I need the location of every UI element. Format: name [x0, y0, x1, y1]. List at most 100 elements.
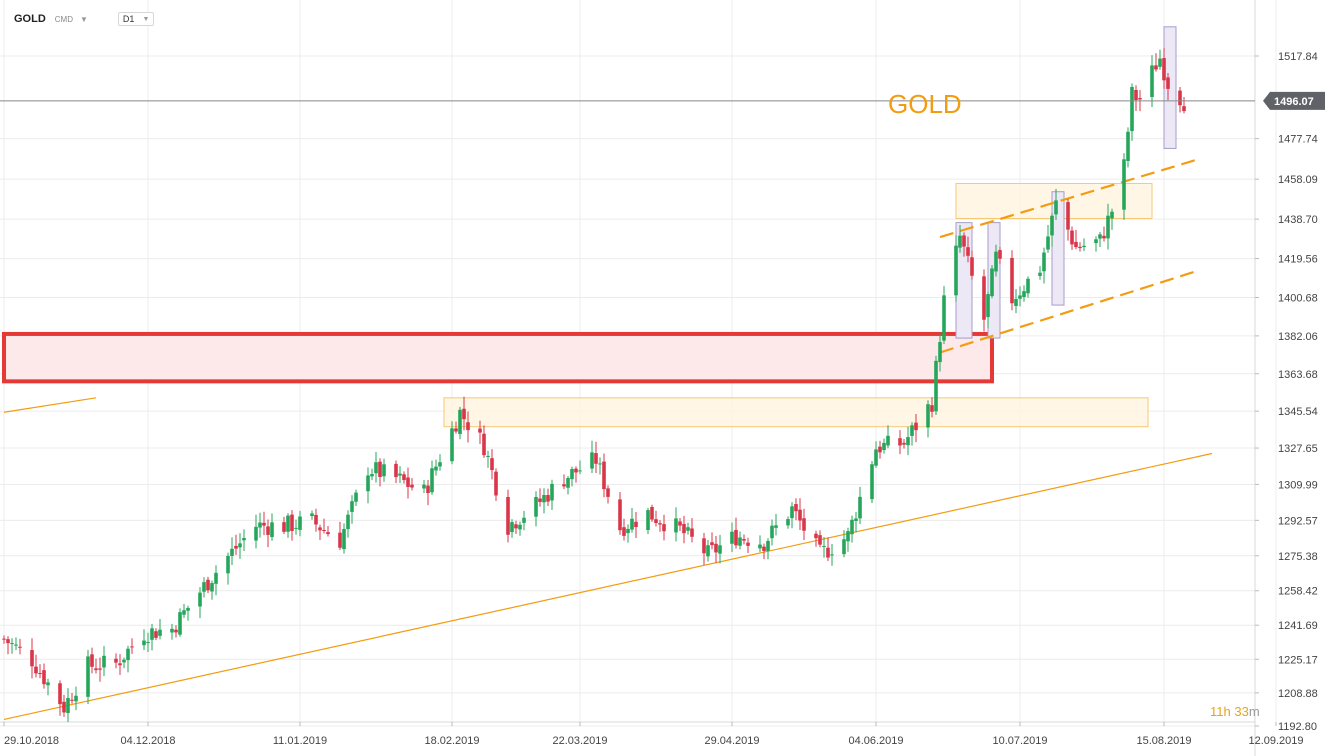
candle-body — [994, 251, 998, 272]
candle-body — [454, 428, 458, 432]
candle-body — [326, 532, 330, 535]
x-tick-label: 04.12.2018 — [120, 735, 175, 747]
candle-body — [878, 446, 882, 453]
candle-body — [870, 464, 874, 500]
candle-body — [1182, 106, 1186, 112]
candle-body — [1102, 235, 1106, 239]
candle-body — [1098, 234, 1102, 239]
candle-body — [158, 629, 162, 636]
candle-body — [1018, 295, 1022, 299]
y-tick-label: 1208.88 — [1278, 688, 1318, 700]
candle-body — [1050, 215, 1054, 236]
timeframe-value: D1 — [122, 14, 135, 24]
candle-body — [174, 629, 178, 633]
candle-body — [354, 492, 358, 502]
price-axis[interactable]: 1517.84 1496.07 1477.74 1458.09 1438.70 1419.… — [1255, 51, 1325, 733]
candle-body — [570, 468, 574, 480]
candle-body — [226, 555, 230, 574]
timeframe-select[interactable]: D1 ▼ — [117, 12, 155, 26]
candle-body — [510, 522, 514, 533]
candle-body — [490, 458, 494, 471]
candle-body — [66, 698, 70, 714]
x-tick-label: 12.09.2019 — [1248, 735, 1303, 747]
candle-body — [1078, 246, 1082, 249]
candle-body — [486, 455, 490, 457]
candle-body — [98, 668, 102, 670]
candle-body — [430, 468, 434, 493]
y-tick-label: 1292.57 — [1278, 515, 1318, 527]
candle-body — [378, 461, 382, 477]
candle-body — [1162, 58, 1166, 81]
candle-body — [482, 433, 486, 456]
chevron-down-icon[interactable]: ▼ — [80, 14, 88, 24]
time-axis[interactable]: 29.10.2018 04.12.2018 11.01.2019 18.02.2019… — [3, 722, 1304, 747]
candle-body — [1074, 241, 1078, 248]
candle-body — [858, 496, 862, 519]
candle-body — [426, 485, 430, 493]
candle-body — [710, 542, 714, 546]
candle-body — [234, 545, 238, 549]
channel-line — [939, 268, 1201, 354]
support-zone — [443, 397, 1149, 428]
highlight-box — [1163, 26, 1177, 149]
candle-body — [702, 538, 706, 554]
candle-body — [938, 342, 942, 363]
candle-body — [746, 542, 750, 546]
candle-body — [398, 473, 402, 476]
candle-body — [422, 484, 426, 489]
candle-body — [506, 496, 510, 535]
candle-body — [798, 509, 802, 521]
candle-body — [294, 527, 298, 529]
candle-body — [1122, 159, 1126, 210]
candle-body — [566, 478, 570, 488]
candle-body — [434, 466, 438, 471]
candle-body — [934, 360, 938, 412]
candle-body — [758, 544, 762, 549]
x-tick-label: 22.03.2019 — [552, 735, 607, 747]
candle-body — [738, 537, 742, 546]
candle-body — [802, 518, 806, 531]
candle-body — [346, 514, 350, 530]
candle-body — [1150, 65, 1154, 98]
candle-body — [706, 545, 710, 557]
trend-line — [3, 397, 97, 413]
candle-body — [1014, 299, 1018, 307]
candle-body — [122, 659, 126, 663]
candle-body — [1026, 278, 1030, 294]
candle-body — [118, 663, 122, 666]
candle-body — [450, 428, 454, 462]
candle-body — [966, 247, 970, 256]
candle-body — [766, 540, 770, 551]
candle-body — [1166, 77, 1170, 89]
candle-body — [94, 668, 98, 671]
candle-body — [170, 628, 174, 633]
candle-body — [742, 539, 746, 541]
candle-body — [678, 521, 682, 526]
chart-toolbar: GOLD CMD ▼ D1 ▼ — [14, 10, 155, 28]
candle-body — [342, 529, 346, 550]
candle-body — [886, 435, 890, 446]
candle-body — [550, 483, 554, 501]
candle-body — [574, 468, 578, 473]
candle-body — [150, 628, 154, 640]
candle-body — [790, 506, 794, 519]
candle-body — [814, 533, 818, 539]
candle-body — [1126, 131, 1130, 161]
candle-body — [718, 545, 722, 554]
chart-annotation-label: GOLD — [888, 89, 962, 119]
candle-body — [534, 496, 538, 517]
candle-body — [198, 592, 202, 607]
candle-body — [478, 428, 482, 433]
candle-body — [38, 673, 42, 675]
y-tick-label: 1458.09 — [1278, 174, 1318, 186]
symbol-name[interactable]: GOLD — [14, 13, 46, 25]
candle-body — [1022, 291, 1026, 297]
y-tick-label: 1309.99 — [1278, 479, 1318, 491]
candle-body — [770, 525, 774, 539]
countdown-minutes: 33 — [1234, 704, 1249, 719]
candle-body — [1106, 215, 1110, 239]
candle-body — [146, 642, 150, 644]
x-tick-label: 04.06.2019 — [848, 735, 903, 747]
x-tick-label: 10.07.2019 — [992, 735, 1047, 747]
